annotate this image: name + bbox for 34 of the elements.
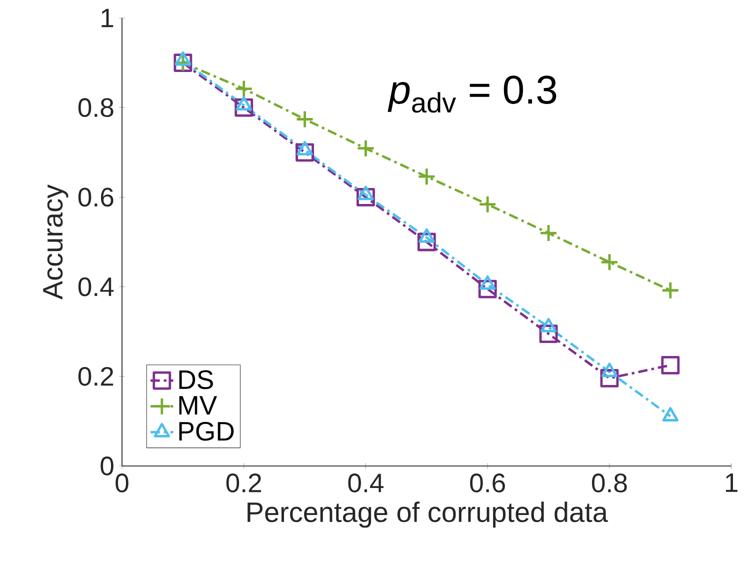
y-tick-label: 0.4 — [78, 277, 114, 296]
y-tick-label: 1 — [102, 8, 114, 28]
point — [296, 110, 314, 128]
point — [600, 368, 619, 388]
point — [234, 80, 254, 98]
x-axis-title: Percentage of corrupted data — [248, 502, 608, 528]
point — [356, 139, 375, 158]
legend-label: DS — [179, 370, 213, 390]
y-tick-label: 0 — [100, 456, 114, 476]
legend-label: PGD — [179, 422, 234, 441]
annotation: p$_{adv}$ = 0.3 — [388, 76, 556, 113]
point — [234, 98, 254, 117]
point — [356, 188, 375, 206]
x-tick-label: 0.8 — [592, 474, 627, 492]
point — [661, 281, 680, 300]
point — [296, 143, 314, 162]
y-axis-title: Accuracy — [43, 184, 68, 300]
point — [661, 356, 680, 374]
point — [478, 195, 497, 214]
y-tick-label: 0.8 — [78, 98, 114, 118]
y-tick-label: 0.6 — [78, 188, 114, 207]
x-tick-label: 0.2 — [226, 474, 262, 492]
point — [539, 224, 558, 242]
point — [539, 324, 558, 344]
y-tick-label: 0.2 — [78, 366, 114, 386]
point — [600, 252, 619, 272]
x-tick-label: 0 — [116, 474, 128, 492]
x-tick-label: 0.6 — [470, 474, 505, 492]
x-tick-label: 1 — [726, 474, 738, 492]
point — [417, 167, 436, 186]
point — [417, 232, 436, 252]
legend-label: MV — [179, 396, 218, 415]
x-tick-label: 0.4 — [348, 474, 384, 492]
point — [478, 280, 497, 298]
